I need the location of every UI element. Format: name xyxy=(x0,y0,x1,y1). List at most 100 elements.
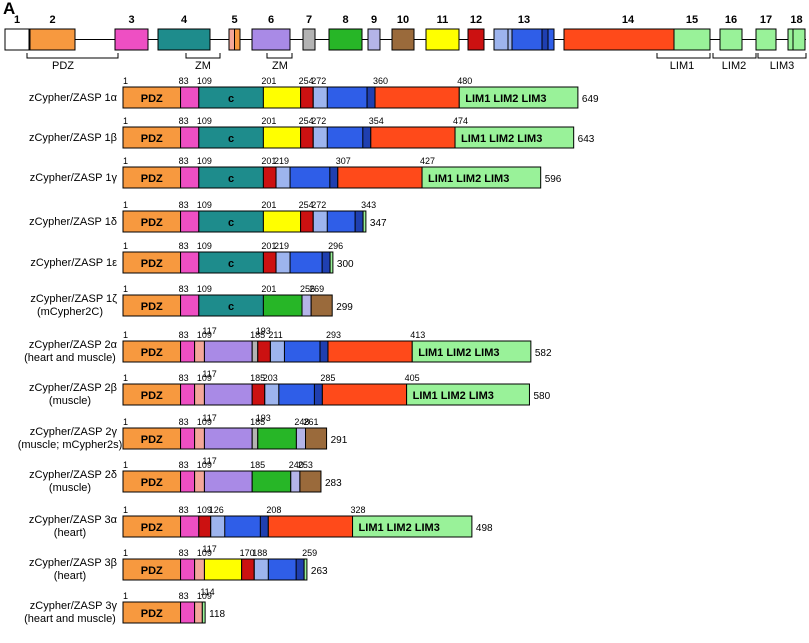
exon-number: 15 xyxy=(686,14,698,26)
segment-ex12 xyxy=(251,383,266,406)
isoform-annotation: (heart and muscle) xyxy=(24,352,116,364)
segment-ex5 xyxy=(194,601,203,624)
isoform-length: 283 xyxy=(325,478,342,489)
position-label: 253 xyxy=(298,460,313,470)
exon-number: 16 xyxy=(725,14,737,26)
pdz-label: PDZ xyxy=(141,173,163,185)
bracket-label-lim2: LIM2 xyxy=(722,60,746,72)
exon-15 xyxy=(673,28,711,51)
isoform-annotation: (muscle; mCypher2s) xyxy=(18,439,123,451)
isoform-length: 347 xyxy=(370,218,387,229)
segment-lim xyxy=(458,86,579,109)
exon-box xyxy=(29,28,76,51)
segment-ex9 xyxy=(301,294,312,317)
isoform-length: 582 xyxy=(535,348,552,359)
segment-ex5 xyxy=(194,383,205,406)
exon-box-part xyxy=(541,28,549,51)
pdz-label: PDZ xyxy=(141,301,163,313)
exon-number: 3 xyxy=(128,14,134,26)
segment-lim xyxy=(362,210,367,233)
segment-ex11 xyxy=(262,126,302,149)
lim-label: LIM1 LIM2 LIM3 xyxy=(461,133,542,145)
position-label: 83 xyxy=(179,76,189,86)
position-label: 170 xyxy=(240,548,255,558)
segment-lim xyxy=(201,601,206,624)
segment-ex13-light xyxy=(269,340,285,363)
segment-ex13-light xyxy=(264,383,280,406)
pdz-label: PDZ xyxy=(141,477,163,489)
isoform-row: zCypher/ZASP 1γ PDZ c LIM1 LIM2 LIM3 1 83 109 2… xyxy=(30,156,562,189)
exon-2 xyxy=(29,28,76,51)
position-label: 1 xyxy=(123,373,128,383)
segment-ex14 xyxy=(321,383,408,406)
exon-number: 18 xyxy=(790,14,802,26)
segment-ex7 xyxy=(251,427,259,450)
isoform-name: zCypher/ZASP 1β xyxy=(29,132,117,144)
position-label: 354 xyxy=(369,116,384,126)
isoform-name: zCypher/ZASP 3β xyxy=(29,557,117,569)
segment-ex6 xyxy=(203,383,253,406)
segment-lim xyxy=(454,126,575,149)
pdz-label: PDZ xyxy=(141,390,163,402)
isoform-length: 300 xyxy=(337,259,354,270)
position-label: 1 xyxy=(123,156,128,166)
segment-ex11 xyxy=(262,210,302,233)
exon-12 xyxy=(467,28,485,51)
segment-ex3 xyxy=(180,126,200,149)
isoform-length: 580 xyxy=(533,391,550,402)
position-label: 83 xyxy=(179,200,189,210)
exon-5 xyxy=(228,28,241,51)
position-label: 256 xyxy=(300,284,315,294)
isoform-length: 299 xyxy=(336,302,353,313)
position-label: 203 xyxy=(263,373,278,383)
exon-box xyxy=(114,28,149,51)
isoform-annotation: (muscle) xyxy=(49,482,91,494)
isoform-name: zCypher/ZASP 2δ xyxy=(29,469,117,481)
position-label: 285 xyxy=(320,373,335,383)
exon-number: 17 xyxy=(760,14,772,26)
isoform-length: 118 xyxy=(209,609,225,620)
position-label: 343 xyxy=(361,200,376,210)
exon-number: 5 xyxy=(231,14,237,26)
exon-box xyxy=(563,28,693,51)
position-label: 328 xyxy=(351,505,366,515)
position-label: 1 xyxy=(123,591,128,601)
segment-ex14 xyxy=(337,166,423,189)
position-label: 109 xyxy=(197,373,212,383)
position-label: 185 xyxy=(250,417,265,427)
segment-ex11 xyxy=(203,558,243,581)
position-label: 83 xyxy=(179,505,189,515)
segment-ex12 xyxy=(300,126,314,149)
exon-box xyxy=(157,28,211,51)
position-label: 427 xyxy=(420,156,435,166)
position-label: 201 xyxy=(261,116,276,126)
position-label: 254 xyxy=(299,116,314,126)
position-label: 261 xyxy=(304,417,319,427)
segment-ex13-dark xyxy=(329,166,339,189)
position-label: 109 xyxy=(197,284,212,294)
segment-ex3 xyxy=(180,210,200,233)
isoform-name: zCypher/ZASP 2α xyxy=(29,339,118,351)
position-label: 83 xyxy=(179,591,189,601)
isoform-name: zCypher/ZASP 1δ xyxy=(29,216,117,228)
position-label: 269 xyxy=(309,284,324,294)
segment-ex6 xyxy=(203,470,253,493)
lim-label: LIM1 LIM2 LIM3 xyxy=(413,390,494,402)
exon-box xyxy=(425,28,460,51)
bracket xyxy=(757,53,807,59)
segment-ex12 xyxy=(300,86,314,109)
position-label: 254 xyxy=(299,76,314,86)
position-label: 307 xyxy=(336,156,351,166)
isoform-name: zCypher/ZASP 1α xyxy=(29,92,118,104)
position-label: 185 xyxy=(250,460,265,470)
segment-ex12 xyxy=(300,210,314,233)
position-label: 109 xyxy=(197,76,212,86)
position-label: 208 xyxy=(266,505,281,515)
position-label: 117 xyxy=(202,326,216,336)
position-label: 114 xyxy=(200,587,214,597)
position-label: 254 xyxy=(299,200,314,210)
position-label: 193 xyxy=(256,413,271,423)
exon-box-part xyxy=(234,28,241,51)
